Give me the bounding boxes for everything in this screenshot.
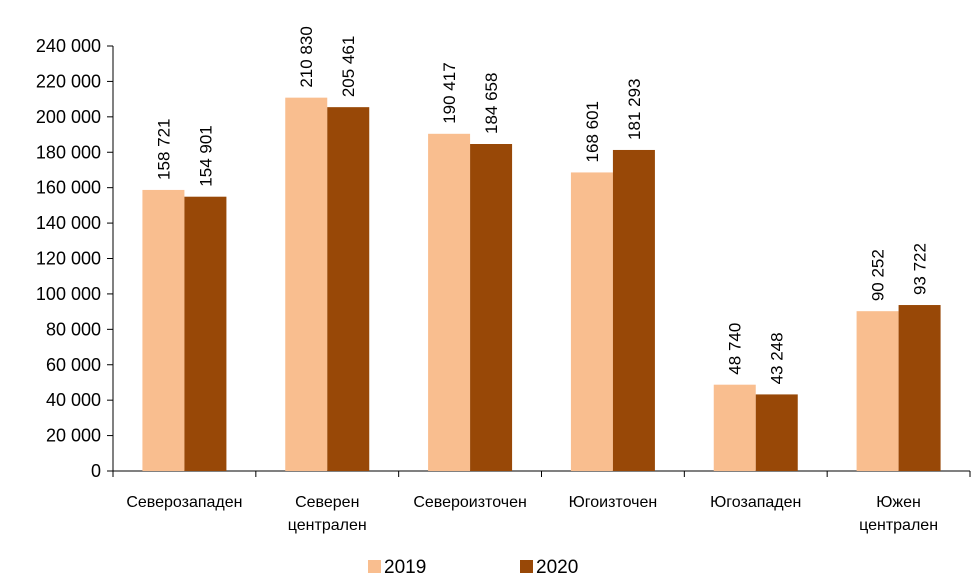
x-category-label-line: централен xyxy=(859,517,938,534)
bar-2020 xyxy=(898,305,941,471)
x-category-label-line: Северозападен xyxy=(126,494,242,511)
x-axis: Северозападен Северен централен Североизточ… xyxy=(112,470,971,534)
data-label: 90 252 xyxy=(869,249,888,301)
bar-2019 xyxy=(428,133,471,471)
x-category-label: Северен централен xyxy=(288,494,367,534)
data-label: 184 658 xyxy=(482,73,501,134)
data-labels: 158 721 154 901 210 830 205 461 190 417 184 6… xyxy=(154,26,929,384)
y-tick-label: 40 000 xyxy=(46,390,101,410)
bar-2020 xyxy=(470,144,513,471)
bar-2019 xyxy=(142,189,185,471)
legend-swatch xyxy=(368,560,381,573)
bar-2020 xyxy=(755,394,798,471)
x-category-label-line: Югоизточен xyxy=(569,494,658,511)
data-label: 154 901 xyxy=(196,125,215,186)
x-category-label-line: Североизточен xyxy=(413,494,527,511)
data-label: 48 740 xyxy=(726,323,745,375)
y-tick-label: 220 000 xyxy=(36,71,101,91)
y-tick-label: 0 xyxy=(91,461,101,481)
legend-label: 2019 xyxy=(384,557,426,578)
x-category-label: Североизточен xyxy=(413,494,527,511)
x-category-label-line: Югозападен xyxy=(710,494,801,511)
data-label: 168 601 xyxy=(583,101,602,162)
bar-2019 xyxy=(570,172,613,471)
bar-2019 xyxy=(713,384,756,471)
y-tick-label: 60 000 xyxy=(46,355,101,375)
data-label: 158 721 xyxy=(154,118,173,179)
x-category-label: Югоизточен xyxy=(569,494,658,511)
data-label: 181 293 xyxy=(625,79,644,140)
x-category-label: Южен централен xyxy=(859,494,938,534)
bar-2019 xyxy=(285,97,328,471)
x-category-label-line: Южен xyxy=(876,494,921,511)
data-label: 93 722 xyxy=(911,243,930,295)
x-category-label-line: Северен xyxy=(295,494,359,511)
x-category-label: Югозападен xyxy=(710,494,801,511)
legend-swatch xyxy=(520,560,533,573)
y-tick-label: 20 000 xyxy=(46,426,101,446)
bar-2020 xyxy=(612,149,655,471)
bar-2020 xyxy=(184,196,227,471)
y-tick-label: 120 000 xyxy=(36,249,101,269)
bar-2020 xyxy=(327,107,370,471)
y-tick-label: 240 000 xyxy=(36,36,101,56)
data-label: 190 417 xyxy=(440,62,459,123)
y-tick-label: 200 000 xyxy=(36,107,101,127)
legend: 2019 2020 xyxy=(368,557,578,578)
data-label: 43 248 xyxy=(768,332,787,384)
bars xyxy=(142,97,941,471)
data-label: 210 830 xyxy=(297,26,316,87)
x-category-label: Северозападен xyxy=(126,494,242,511)
legend-label: 2020 xyxy=(536,557,578,578)
y-tick-label: 180 000 xyxy=(36,142,101,162)
x-category-label-line: централен xyxy=(288,517,367,534)
y-tick-label: 100 000 xyxy=(36,284,101,304)
data-label: 205 461 xyxy=(339,36,358,97)
y-tick-label: 80 000 xyxy=(46,319,101,339)
y-axis: 0 20 000 40 000 60 000 80 000 100 000 120 000 1… xyxy=(36,36,114,481)
y-tick-label: 160 000 xyxy=(36,178,101,198)
y-tick-label: 140 000 xyxy=(36,213,101,233)
bar-2019 xyxy=(856,311,899,471)
